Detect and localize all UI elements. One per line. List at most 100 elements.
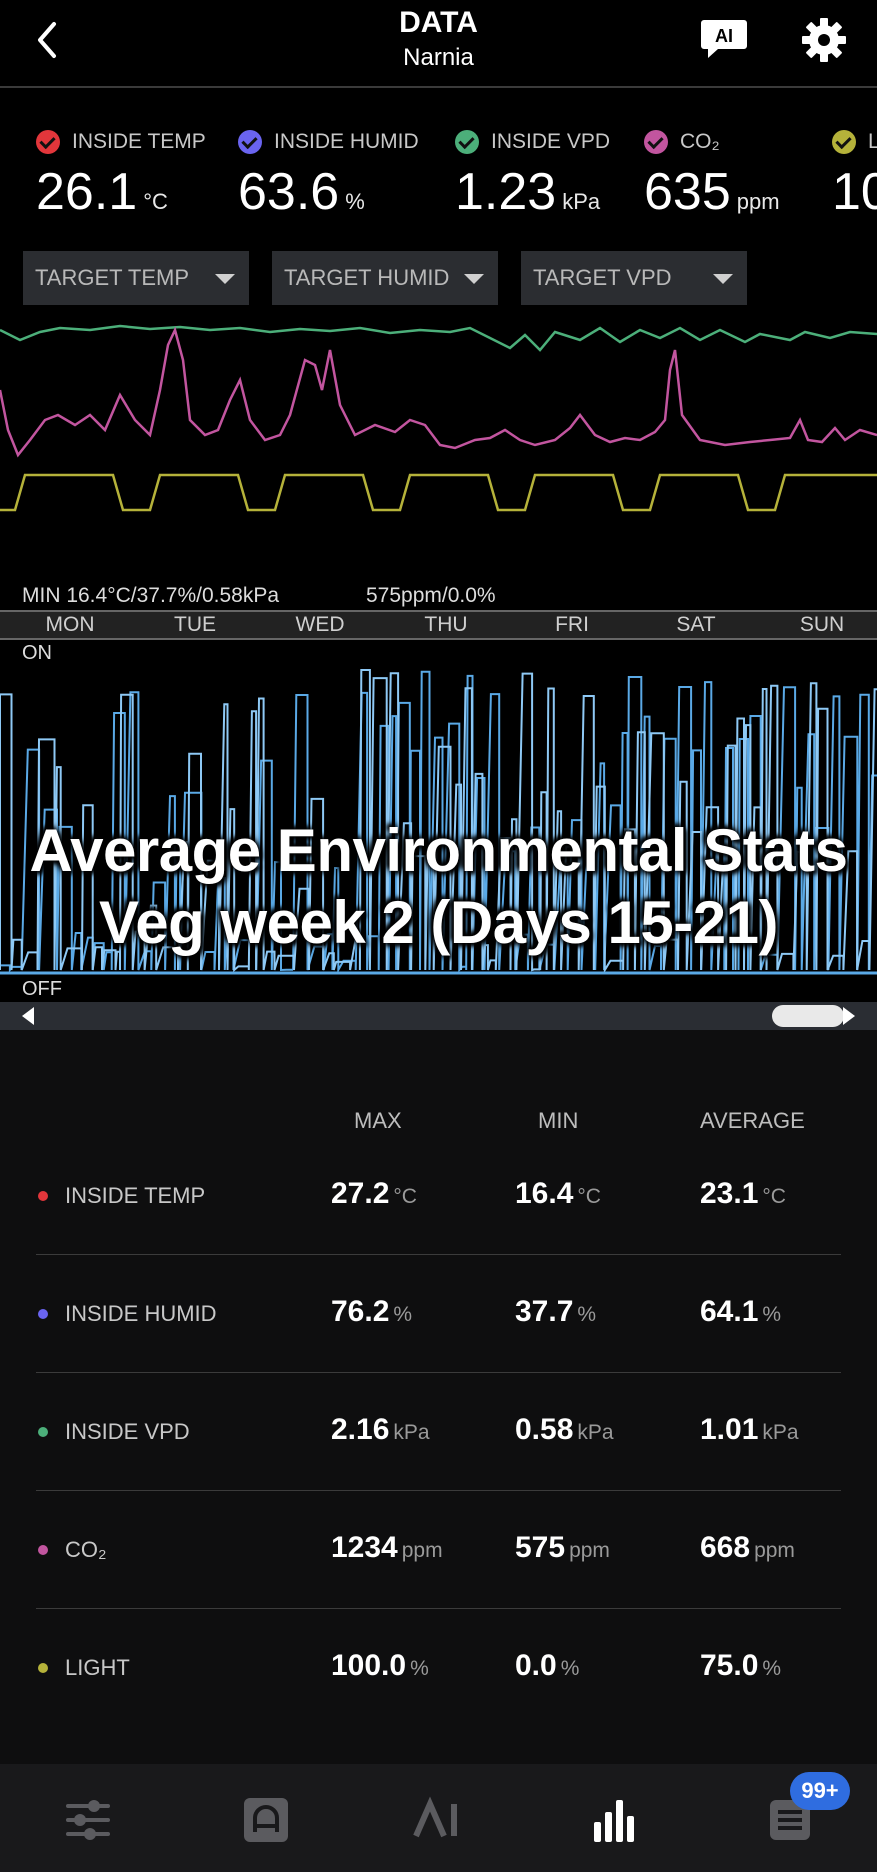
- nav-logs[interactable]: [762, 1792, 818, 1848]
- arrow-left-icon[interactable]: [22, 1007, 34, 1025]
- device-name: Narnia: [403, 44, 474, 71]
- avg-number: 23.1: [700, 1177, 759, 1210]
- min-value: 0.0%: [515, 1649, 579, 1683]
- target-vpd-dropdown[interactable]: TARGET VPD: [521, 251, 747, 305]
- day-axis: MON TUE WED THU FRI SAT SUN: [0, 610, 877, 640]
- min-number: 16.4: [515, 1177, 574, 1210]
- day-label: WED: [295, 613, 345, 636]
- unit: kPa: [577, 1421, 614, 1444]
- day-label: MON: [45, 613, 95, 636]
- on-label: ON: [22, 642, 52, 664]
- dropdown-label: TARGET TEMP: [35, 265, 190, 290]
- ai-chat-icon: AI: [701, 20, 747, 58]
- overlay-line-2: Veg week 2 (Days 15-21): [99, 889, 778, 956]
- settings-button[interactable]: [800, 16, 848, 64]
- row-divider: [36, 1372, 841, 1373]
- unit: kPa: [762, 1421, 799, 1444]
- day-label: TUE: [174, 613, 216, 636]
- caret-down-icon: [215, 274, 235, 284]
- target-humid-dropdown[interactable]: TARGET HUMID: [272, 251, 498, 305]
- caret-down-icon: [464, 274, 484, 284]
- series-dot: [38, 1545, 48, 1555]
- unit: °C: [762, 1185, 786, 1208]
- metric-label: L: [868, 130, 877, 153]
- stats-row-light: LIGHT 100.0% 0.0% 75.0%: [36, 1609, 841, 1727]
- metric-label: CO₂: [680, 130, 720, 153]
- page-title: DATA: [399, 6, 478, 39]
- max-number: 76.2: [331, 1295, 390, 1328]
- col-header-max: MAX: [354, 1108, 402, 1133]
- avg-value: 75.0%: [700, 1649, 781, 1683]
- check-icon: [832, 130, 856, 154]
- row-label: CO₂: [65, 1537, 107, 1562]
- metric-inside-vpd[interactable]: INSIDE VPD 1.23 kPa: [455, 130, 610, 228]
- metric-light[interactable]: L 10: [832, 130, 877, 228]
- max-value: 2.16 kPa: [331, 1413, 430, 1447]
- min-number: 575: [515, 1531, 566, 1564]
- stats-row-inside-vpd: INSIDE VPD 2.16 kPa 0.58 kPa 1.01 kPa: [36, 1373, 841, 1491]
- max-value: 76.2%: [331, 1295, 412, 1329]
- target-temp-dropdown[interactable]: TARGET TEMP: [23, 251, 249, 305]
- stats-row-co2: CO₂ 1234 ppm 575 ppm 668 ppm: [36, 1491, 841, 1609]
- scroll-thumb[interactable]: [772, 1005, 844, 1027]
- avg-value: 668 ppm: [700, 1531, 795, 1565]
- metric-value: 10: [832, 163, 877, 221]
- avg-value: 64.1%: [700, 1295, 781, 1329]
- dropdown-label: TARGET VPD: [533, 265, 672, 290]
- unit: %: [393, 1303, 413, 1326]
- ai-icon: [413, 1796, 457, 1838]
- unit: °C: [393, 1185, 417, 1208]
- metric-inside-humid[interactable]: INSIDE HUMID 63.6%: [238, 130, 419, 228]
- unit: %: [560, 1657, 580, 1680]
- avg-number: 64.1: [700, 1295, 759, 1328]
- day-label: FRI: [555, 613, 589, 636]
- device-state-chart[interactable]: [0, 640, 877, 1002]
- controller-icon: [244, 1798, 288, 1842]
- nav-ai[interactable]: [410, 1792, 466, 1848]
- row-divider: [36, 1490, 841, 1491]
- device-state-line-1: [0, 670, 877, 974]
- nav-data[interactable]: [586, 1792, 642, 1848]
- metric-value: 1.23: [455, 163, 557, 221]
- min-value: 0.58 kPa: [515, 1413, 614, 1447]
- day-label: SAT: [676, 613, 716, 636]
- min-summary-2: 575ppm/0.0%: [366, 584, 496, 607]
- row-label: LIGHT: [65, 1655, 130, 1680]
- avg-value: 23.1 °C: [700, 1177, 786, 1211]
- max-number: 1234: [331, 1531, 398, 1564]
- live-metrics: INSIDE TEMP 26.1 °C INSIDE HUMID 63.6% IN…: [0, 130, 877, 230]
- chart-scrollbar[interactable]: [0, 1002, 877, 1030]
- min-value: 37.7%: [515, 1295, 596, 1329]
- avg-value: 1.01 kPa: [700, 1413, 799, 1447]
- min-number: 0.58: [515, 1413, 574, 1446]
- metric-co2[interactable]: CO₂ 635 ppm: [644, 130, 780, 228]
- day-label: THU: [424, 613, 468, 636]
- gear-icon: [802, 18, 846, 62]
- max-value: 100.0%: [331, 1649, 429, 1683]
- series-dot: [38, 1309, 48, 1319]
- vpd-series-line: [0, 324, 877, 352]
- caret-down-icon: [713, 274, 733, 284]
- arrow-right-icon[interactable]: [843, 1007, 855, 1025]
- overlay-line-1: Average Environmental Stats: [29, 817, 848, 884]
- unit: ppm: [754, 1539, 795, 1562]
- nav-controls[interactable]: [60, 1792, 116, 1848]
- environment-line-chart[interactable]: [0, 320, 877, 610]
- check-icon: [238, 130, 262, 154]
- unit: °C: [577, 1185, 601, 1208]
- metric-label: INSIDE HUMID: [274, 130, 419, 153]
- avg-number: 1.01: [700, 1413, 759, 1446]
- ai-chat-button[interactable]: AI: [700, 18, 748, 60]
- row-label: INSIDE TEMP: [65, 1183, 206, 1208]
- stats-row-inside-temp: INSIDE TEMP 27.2 °C 16.4 °C 23.1 °C: [36, 1137, 841, 1255]
- unit: ppm: [401, 1539, 443, 1562]
- max-number: 100.0: [331, 1649, 407, 1682]
- day-label: SUN: [799, 613, 845, 636]
- metric-inside-temp[interactable]: INSIDE TEMP 26.1 °C: [36, 130, 206, 228]
- unit: %: [410, 1657, 429, 1680]
- light-series-line: [0, 473, 877, 512]
- nav-device[interactable]: [238, 1792, 294, 1848]
- back-button[interactable]: [28, 18, 68, 62]
- header: DATA Narnia AI: [0, 0, 877, 88]
- bar-chart-icon: [594, 1800, 634, 1842]
